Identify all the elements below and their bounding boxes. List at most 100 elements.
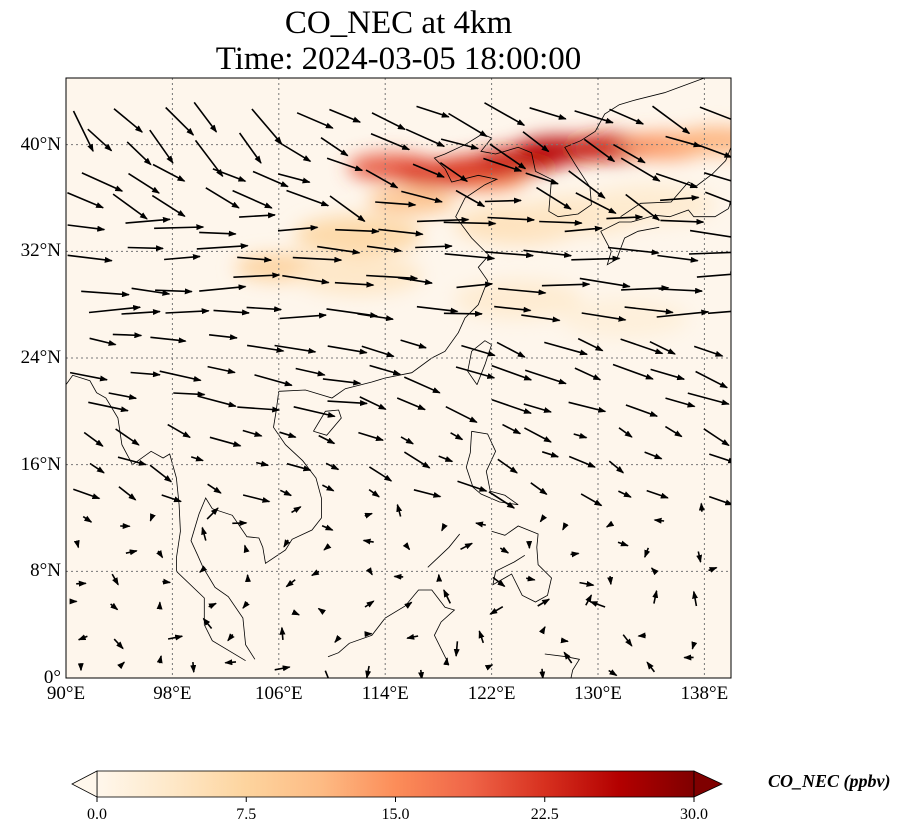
wind-arrow bbox=[165, 308, 210, 315]
wind-arrow bbox=[151, 194, 186, 217]
wind-arrow bbox=[190, 662, 197, 674]
wind-arrow bbox=[292, 256, 343, 263]
wind-arrow bbox=[485, 251, 535, 259]
wind-arrow bbox=[483, 157, 523, 172]
wind-arrow bbox=[88, 401, 129, 413]
wind-arrow bbox=[413, 489, 442, 498]
wind-arrow bbox=[296, 112, 334, 129]
wind-arrow bbox=[416, 216, 470, 223]
wind-arrow bbox=[277, 224, 319, 232]
wind-arrow bbox=[167, 634, 184, 641]
wind-arrow bbox=[523, 403, 552, 413]
lon-tick-label: 114°E bbox=[361, 683, 409, 704]
wind-arrow bbox=[416, 105, 450, 118]
coastline-segment bbox=[278, 78, 705, 399]
wind-arrow bbox=[443, 657, 450, 666]
wind-arrow bbox=[461, 344, 496, 357]
wind-arrow bbox=[246, 344, 285, 353]
wind-arrow bbox=[541, 451, 560, 458]
wind-arrow bbox=[279, 312, 327, 320]
colorbar-extend-min bbox=[71, 770, 98, 798]
wind-arrow bbox=[646, 489, 669, 499]
lon-tick-label: 138°E bbox=[680, 683, 729, 704]
wind-arrow bbox=[650, 368, 686, 381]
wind-arrow bbox=[209, 334, 238, 341]
wind-arrow bbox=[362, 538, 374, 545]
wind-arrow bbox=[227, 633, 235, 642]
wind-arrow bbox=[620, 338, 664, 355]
wind-arrow bbox=[652, 105, 691, 135]
wind-arrow bbox=[443, 310, 483, 317]
wind-arrow bbox=[537, 598, 551, 607]
concentration-field bbox=[234, 126, 731, 338]
wind-arrow bbox=[539, 514, 548, 523]
wind-arrow bbox=[574, 367, 602, 381]
wind-arrow bbox=[475, 521, 486, 528]
wind-arrow bbox=[499, 546, 510, 554]
wind-arrow bbox=[69, 371, 108, 382]
wind-arrow bbox=[644, 451, 663, 460]
coastline-segment bbox=[427, 533, 461, 568]
wind-vectors bbox=[67, 101, 731, 678]
wind-arrow bbox=[492, 576, 506, 588]
wind-arrow bbox=[321, 524, 334, 531]
wind-arrow bbox=[156, 549, 164, 559]
wind-arrow bbox=[317, 607, 326, 616]
lon-tick-label: 130°E bbox=[574, 683, 622, 704]
wind-arrow bbox=[237, 256, 273, 263]
wind-arrow bbox=[618, 427, 633, 438]
wind-arrow bbox=[256, 460, 270, 467]
colorbar-extend-max bbox=[693, 770, 723, 798]
wind-arrow bbox=[703, 172, 731, 182]
coastline-segment bbox=[327, 589, 456, 665]
wind-arrow bbox=[448, 112, 488, 138]
wind-arrow bbox=[489, 606, 504, 615]
wind-arrow bbox=[67, 224, 106, 232]
wind-arrow bbox=[224, 659, 237, 666]
wind-arrow bbox=[83, 431, 104, 447]
wind-arrow bbox=[637, 632, 646, 639]
wind-arrow bbox=[161, 494, 182, 503]
wind-arrow bbox=[111, 573, 119, 586]
wind-arrow bbox=[254, 374, 293, 387]
wind-arrow bbox=[692, 590, 698, 607]
wind-arrow bbox=[665, 135, 702, 148]
wind-arrow bbox=[77, 634, 88, 641]
wind-arrow bbox=[581, 312, 627, 322]
wind-arrow bbox=[646, 661, 656, 673]
wind-arrow bbox=[323, 543, 332, 551]
wind-arrow bbox=[242, 494, 271, 503]
wind-arrow bbox=[541, 281, 591, 288]
wind-arrow bbox=[318, 434, 336, 445]
plume-blob-9 bbox=[367, 186, 456, 215]
colorbar-tick-label: 30.0 bbox=[680, 806, 708, 823]
wind-arrow bbox=[455, 189, 486, 208]
plume-blob-12 bbox=[294, 255, 423, 296]
colorbar-tick-label: 7.5 bbox=[236, 806, 257, 823]
wind-arrow bbox=[403, 451, 431, 469]
wind-arrow bbox=[378, 228, 424, 237]
wind-arrow bbox=[131, 287, 171, 296]
wind-arrow bbox=[368, 466, 393, 482]
wind-arrow bbox=[293, 406, 336, 418]
wind-arrow bbox=[524, 369, 567, 385]
wind-arrow bbox=[406, 633, 419, 640]
wind-arrow bbox=[568, 170, 606, 199]
wind-arrow bbox=[568, 401, 607, 413]
wind-arrow bbox=[443, 589, 452, 604]
wind-arrow bbox=[444, 253, 496, 261]
wind-arrow bbox=[115, 428, 140, 446]
wind-arrow bbox=[364, 600, 375, 608]
wind-arrow bbox=[608, 460, 625, 474]
wind-arrow bbox=[155, 288, 193, 295]
wind-arrow bbox=[693, 345, 724, 357]
wind-arrow bbox=[81, 290, 130, 298]
wind-arrow bbox=[664, 425, 683, 438]
lon-tick-label: 98°E bbox=[153, 683, 192, 704]
wind-arrow bbox=[149, 464, 173, 483]
wind-arrow bbox=[193, 101, 218, 133]
wind-arrow bbox=[613, 143, 646, 164]
wind-arrow bbox=[173, 391, 206, 398]
wind-arrow bbox=[460, 542, 473, 551]
